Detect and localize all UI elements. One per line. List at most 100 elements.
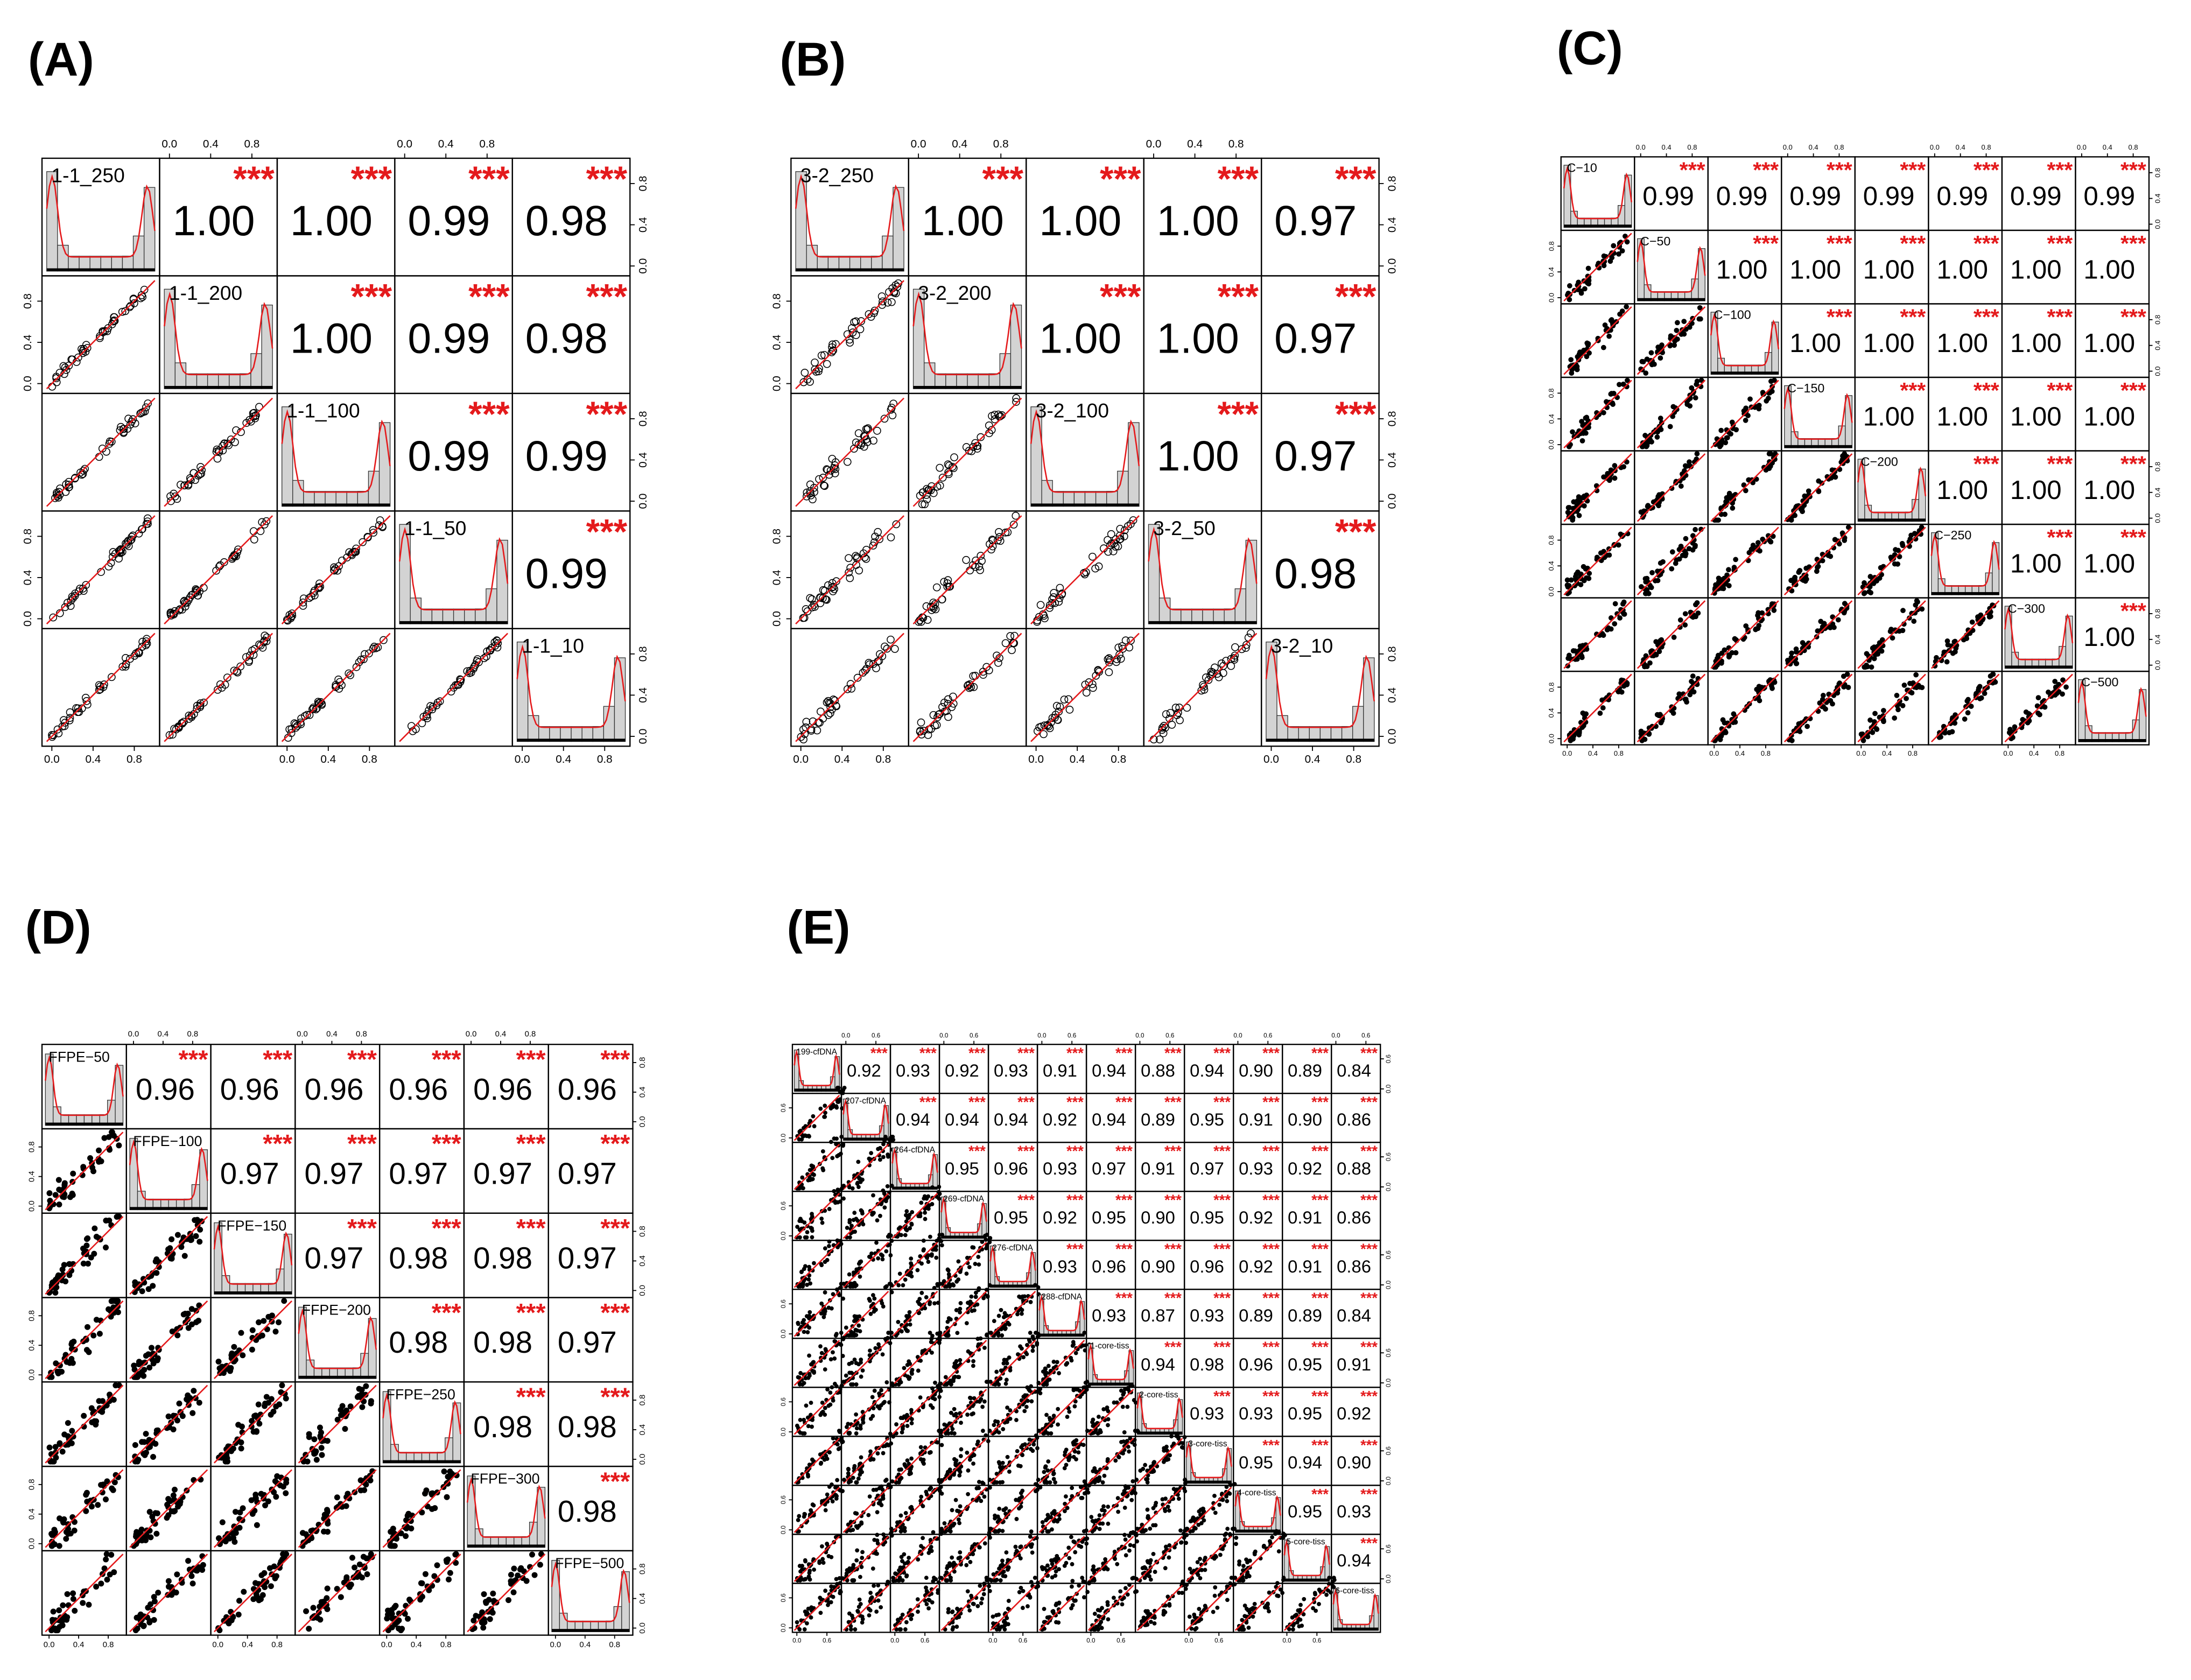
fit-line bbox=[164, 632, 273, 742]
tick-label: 0.4 bbox=[637, 217, 649, 233]
scatter-point bbox=[256, 1421, 263, 1427]
scatter-point bbox=[288, 611, 297, 620]
scatter-point bbox=[903, 1277, 908, 1282]
scatter-point bbox=[1879, 572, 1884, 578]
tick-label: 0.0 bbox=[771, 611, 783, 627]
scatter-point bbox=[860, 553, 869, 561]
scatter-point bbox=[65, 1420, 71, 1426]
scatter-point bbox=[944, 713, 952, 721]
fit-line bbox=[129, 1216, 208, 1295]
scatter-point bbox=[839, 1135, 844, 1139]
significance-stars: *** bbox=[586, 512, 628, 551]
fit-line bbox=[298, 1384, 377, 1464]
scatter-point bbox=[146, 1509, 153, 1515]
scatter-point bbox=[821, 1315, 826, 1319]
scatter-point bbox=[1845, 685, 1851, 690]
fit-line bbox=[912, 397, 1022, 507]
scatter-point bbox=[66, 708, 74, 716]
scatter-point bbox=[96, 1147, 102, 1154]
tick-label: 0.8 bbox=[1547, 535, 1555, 545]
scatter-point bbox=[236, 1598, 242, 1604]
scatter-point bbox=[815, 475, 823, 483]
scatter-point bbox=[1865, 734, 1871, 740]
scatter-point bbox=[922, 1247, 926, 1252]
scatter-point bbox=[1828, 625, 1833, 630]
scatter-point bbox=[806, 489, 814, 497]
scatter-point bbox=[796, 1320, 800, 1325]
rug bbox=[164, 385, 273, 389]
scatter-point bbox=[937, 1185, 942, 1189]
density-curve bbox=[1637, 239, 1706, 293]
scatter-point bbox=[99, 1409, 106, 1415]
scatter-point bbox=[917, 617, 925, 626]
scatter-point bbox=[882, 1205, 887, 1210]
tick-label: 0.4 bbox=[1547, 708, 1555, 718]
correlation-value: 1.00 bbox=[1157, 432, 1239, 480]
scatter-point bbox=[233, 1509, 238, 1515]
fit-line bbox=[1563, 233, 1632, 301]
scatter-point bbox=[1919, 524, 1925, 530]
scatter-point bbox=[96, 1331, 103, 1337]
scatter-point bbox=[1160, 722, 1168, 730]
correlation-value: 0.98 bbox=[473, 1241, 532, 1275]
scatter-point bbox=[1121, 636, 1130, 645]
correlation-value: 1.00 bbox=[2083, 255, 2135, 284]
scatter-point bbox=[980, 1240, 985, 1244]
scatter-point bbox=[937, 1236, 942, 1241]
scatter-point bbox=[1694, 456, 1700, 462]
scatter-point bbox=[215, 563, 223, 571]
scatter-point bbox=[830, 1156, 835, 1161]
scatter-point bbox=[363, 1555, 370, 1562]
tick-label: 0.4 bbox=[1547, 561, 1555, 571]
scatter-point bbox=[46, 1444, 53, 1451]
scatter-point bbox=[265, 1400, 272, 1406]
scatter-point bbox=[969, 1294, 974, 1299]
correlation-value: 0.96 bbox=[305, 1072, 364, 1106]
scatter-point bbox=[1601, 474, 1606, 480]
significance-stars: *** bbox=[2120, 158, 2146, 182]
scatter-point bbox=[946, 1268, 951, 1273]
scatter-point bbox=[936, 481, 944, 490]
scatter-point bbox=[212, 566, 220, 575]
scatter-point bbox=[809, 1163, 814, 1168]
correlation-value: 0.88 bbox=[1337, 1158, 1371, 1178]
scatter-point bbox=[933, 713, 942, 721]
scatter-point bbox=[945, 1333, 950, 1338]
scatter-point bbox=[807, 1325, 811, 1330]
scatter-point bbox=[132, 1442, 138, 1449]
scatter-point bbox=[1969, 619, 1975, 625]
scatter-point bbox=[811, 1114, 816, 1119]
scatter-point bbox=[104, 1577, 110, 1583]
scatter-point bbox=[964, 1271, 969, 1276]
significance-stars: *** bbox=[2120, 525, 2146, 550]
scatter-point bbox=[888, 1233, 893, 1238]
correlation-value: 1.00 bbox=[1936, 329, 1988, 358]
correlation-value: 0.97 bbox=[305, 1157, 364, 1191]
scatter-point bbox=[118, 663, 127, 671]
scatter-point bbox=[71, 592, 79, 600]
correlation-value: 0.98 bbox=[389, 1325, 448, 1359]
scatter-point bbox=[56, 609, 64, 617]
significance-stars: *** bbox=[600, 1214, 630, 1242]
scatter-point bbox=[192, 1217, 198, 1224]
scatter-point bbox=[165, 1413, 172, 1419]
rug bbox=[843, 1137, 889, 1141]
scatter-point bbox=[108, 1551, 115, 1558]
tick-label: 0.4 bbox=[73, 1641, 85, 1649]
histogram-bar bbox=[2065, 615, 2073, 669]
tick-label: 0.4 bbox=[28, 1171, 37, 1182]
density-curve bbox=[1783, 386, 1853, 440]
scatter-point bbox=[1211, 663, 1219, 672]
scatter-point bbox=[68, 1341, 75, 1347]
tick-label: 0.0 bbox=[161, 138, 177, 150]
tick-label: 0.8 bbox=[638, 1395, 647, 1406]
scatter-point bbox=[940, 578, 949, 586]
rug bbox=[2078, 739, 2146, 742]
correlation-value: 0.97 bbox=[1092, 1158, 1126, 1178]
scatter-point bbox=[856, 1185, 861, 1189]
fit-line bbox=[1930, 600, 2000, 669]
correlation-value: 0.99 bbox=[408, 197, 490, 244]
fit-line bbox=[842, 1242, 889, 1288]
variable-label: 3-2_100 bbox=[1036, 399, 1109, 422]
